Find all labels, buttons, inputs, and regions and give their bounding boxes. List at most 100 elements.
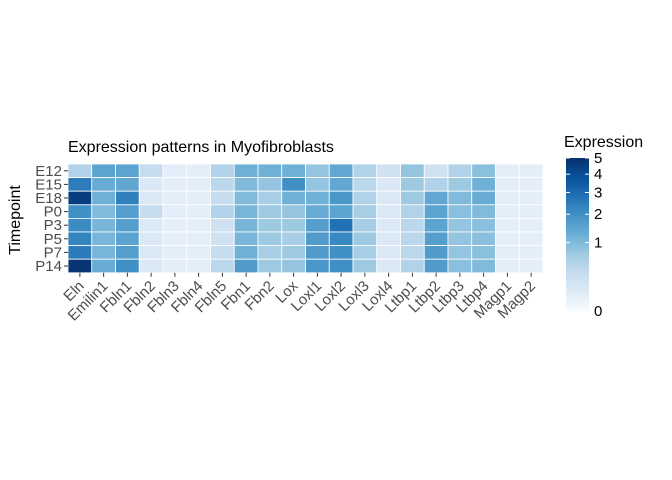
chart-title: Expression patterns in Myofibroblasts [68, 139, 334, 156]
heatmap-cell-P7-Fbln5 [210, 245, 235, 260]
heatmap-cell-P5-Fbn1 [233, 231, 259, 247]
heatmap-cell-E18-Magp1 [495, 190, 520, 206]
heatmap-cell-P5-Magp2 [518, 231, 544, 247]
heatmap-cell-E15-Fbn1 [233, 177, 259, 192]
legend-title: Expression [564, 134, 643, 151]
heatmap-cell-E18-Fbln2 [138, 190, 164, 206]
heatmap-cell-P0-Ltbp1 [400, 204, 425, 219]
heatmap-cell-P3-Loxl2 [328, 217, 354, 233]
heatmap-cell-E12-Fbln2 [138, 163, 164, 179]
y-tick-label-P0: P0 [44, 204, 62, 221]
heatmap-cell-P5-Loxl3 [352, 231, 378, 247]
heatmap-cell-P7-Fbn2 [257, 245, 283, 260]
heatmap-cell-E18-Fbln1 [115, 190, 140, 206]
heatmap-cell-P14-Ltbp3 [447, 258, 473, 274]
heatmap-cell-P7-Emilin1 [91, 245, 116, 260]
heatmap-cell-P5-Ltbp3 [447, 231, 473, 247]
heatmap-cell-P14-Emilin1 [91, 258, 116, 274]
heatmap-cell-E18-Fbn2 [257, 190, 283, 206]
heatmap-cell-E15-Fbln1 [115, 177, 140, 192]
heatmap-cell-P5-Loxl1 [305, 231, 330, 247]
heatmap-cell-P3-Fbn2 [257, 217, 283, 233]
y-tick-label-P7: P7 [44, 244, 62, 261]
heatmap-cell-E12-Fbln5 [210, 163, 235, 179]
heatmap-cell-P0-Magp2 [518, 204, 544, 219]
heatmap-cell-P7-Fbln4 [186, 245, 211, 260]
heatmap-cell-E18-Lox [281, 190, 306, 206]
heatmap-cell-P14-Loxl1 [305, 258, 330, 274]
heatmap-cell-E12-Fbn2 [257, 163, 283, 179]
legend-ticks: 0 1 2 345 [566, 150, 602, 320]
heatmap-cell-P3-Magp1 [495, 217, 520, 233]
heatmap-cell-P7-Loxl1 [305, 245, 330, 260]
heatmap-cell-P0-Loxl4 [376, 204, 401, 219]
heatmap-cell-E15-Fbln5 [210, 177, 235, 192]
heatmap-cell-P14-Fbln4 [186, 258, 211, 274]
heatmap-cell-E15-Fbln3 [162, 177, 188, 192]
heatmap-cell-P0-Ltbp2 [423, 204, 449, 219]
heatmap-cell-E18-Magp2 [518, 190, 544, 206]
heatmap-cell-P5-Magp1 [495, 231, 520, 247]
heatmap-cell-E15-Eln [67, 177, 93, 192]
heatmap-cell-E12-Loxl1 [305, 163, 330, 179]
heatmap-cell-P14-Loxl4 [376, 258, 401, 274]
heatmap-cell-P3-Fbln2 [138, 217, 164, 233]
y-tick-label-P14: P14 [35, 258, 62, 275]
heatmap-cell-E12-Emilin1 [91, 163, 116, 179]
heatmap-cell-P5-Fbln3 [162, 231, 188, 247]
heatmap-cell-E15-Ltbp3 [447, 177, 473, 192]
heatmap-cell-E15-Ltbp4 [471, 177, 496, 192]
heatmap-cell-P0-Fbln2 [138, 204, 164, 219]
heatmap-cell-P7-Fbn1 [233, 245, 259, 260]
y-tick-label-E18: E18 [35, 190, 62, 207]
heatmap-cell-P7-Ltbp2 [423, 245, 449, 260]
heatmap-cell-P14-Fbn2 [257, 258, 283, 274]
heatmap-cell-E18-Fbln5 [210, 190, 235, 206]
heatmap-cell-E12-Ltbp1 [400, 163, 425, 179]
heatmap-cell-E12-Ltbp4 [471, 163, 496, 179]
heatmap-cell-E15-Magp2 [518, 177, 544, 192]
heatmap-cell-P14-Ltbp1 [400, 258, 425, 274]
heatmap-cell-E18-Loxl3 [352, 190, 378, 206]
heatmap-cell-P0-Loxl3 [352, 204, 378, 219]
legend-label-1: 1 [594, 235, 602, 252]
heatmap-cell-P0-Fbn2 [257, 204, 283, 219]
heatmap-cell-P14-Ltbp2 [423, 258, 449, 274]
heatmap-cell-E12-Magp1 [495, 163, 520, 179]
heatmap-cell-E12-Magp2 [518, 163, 544, 179]
heatmap-cell-P14-Fbln3 [162, 258, 188, 274]
heatmap-cell-P0-Loxl2 [328, 204, 354, 219]
heatmap-cell-P3-Loxl4 [376, 217, 401, 233]
heatmap-cell-P0-Fbn1 [233, 204, 259, 219]
heatmap-cell-E15-Emilin1 [91, 177, 116, 192]
heatmap-cell-P3-Fbln3 [162, 217, 188, 233]
heatmap-cell-P7-Fbln1 [115, 245, 140, 260]
heatmap-cell-P7-Magp1 [495, 245, 520, 260]
heatmap-cell-E15-Lox [281, 177, 306, 192]
heatmap-cell-P0-Ltbp3 [447, 204, 473, 219]
heatmap-cell-P5-Emilin1 [91, 231, 116, 247]
heatmap-cell-E18-Ltbp2 [423, 190, 449, 206]
heatmap-cell-P3-Lox [281, 217, 306, 233]
heatmap-cell-P5-Fbln4 [186, 231, 211, 247]
heatmap-cell-P7-Loxl2 [328, 245, 354, 260]
heatmap-cell-E12-Fbln1 [115, 163, 140, 179]
heatmap-cell-P0-Eln [67, 204, 93, 219]
y-tick-label-P3: P3 [44, 217, 62, 234]
legend-label-5: 5 [594, 150, 602, 167]
heatmap-cell-P14-Lox [281, 258, 306, 274]
heatmap-cell-E18-Loxl1 [305, 190, 330, 206]
heatmap-cell-P5-Fbln1 [115, 231, 140, 247]
legend-label-2: 2 [594, 206, 602, 223]
heatmap-cell-P5-Fbln5 [210, 231, 235, 247]
heatmap-cell-P7-Ltbp1 [400, 245, 425, 260]
heatmap-cell-E12-Fbln3 [162, 163, 188, 179]
heatmap-cell-P7-Ltbp4 [471, 245, 496, 260]
heatmap-cell-P3-Fbln5 [210, 217, 235, 233]
legend-label-0: 0 [594, 303, 602, 320]
heatmap-cell-P7-Lox [281, 245, 306, 260]
heatmap-cell-P7-Ltbp3 [447, 245, 473, 260]
heatmap-cell-P14-Loxl2 [328, 258, 354, 274]
color-legend: Expression 0 1 2 345 [564, 134, 643, 320]
